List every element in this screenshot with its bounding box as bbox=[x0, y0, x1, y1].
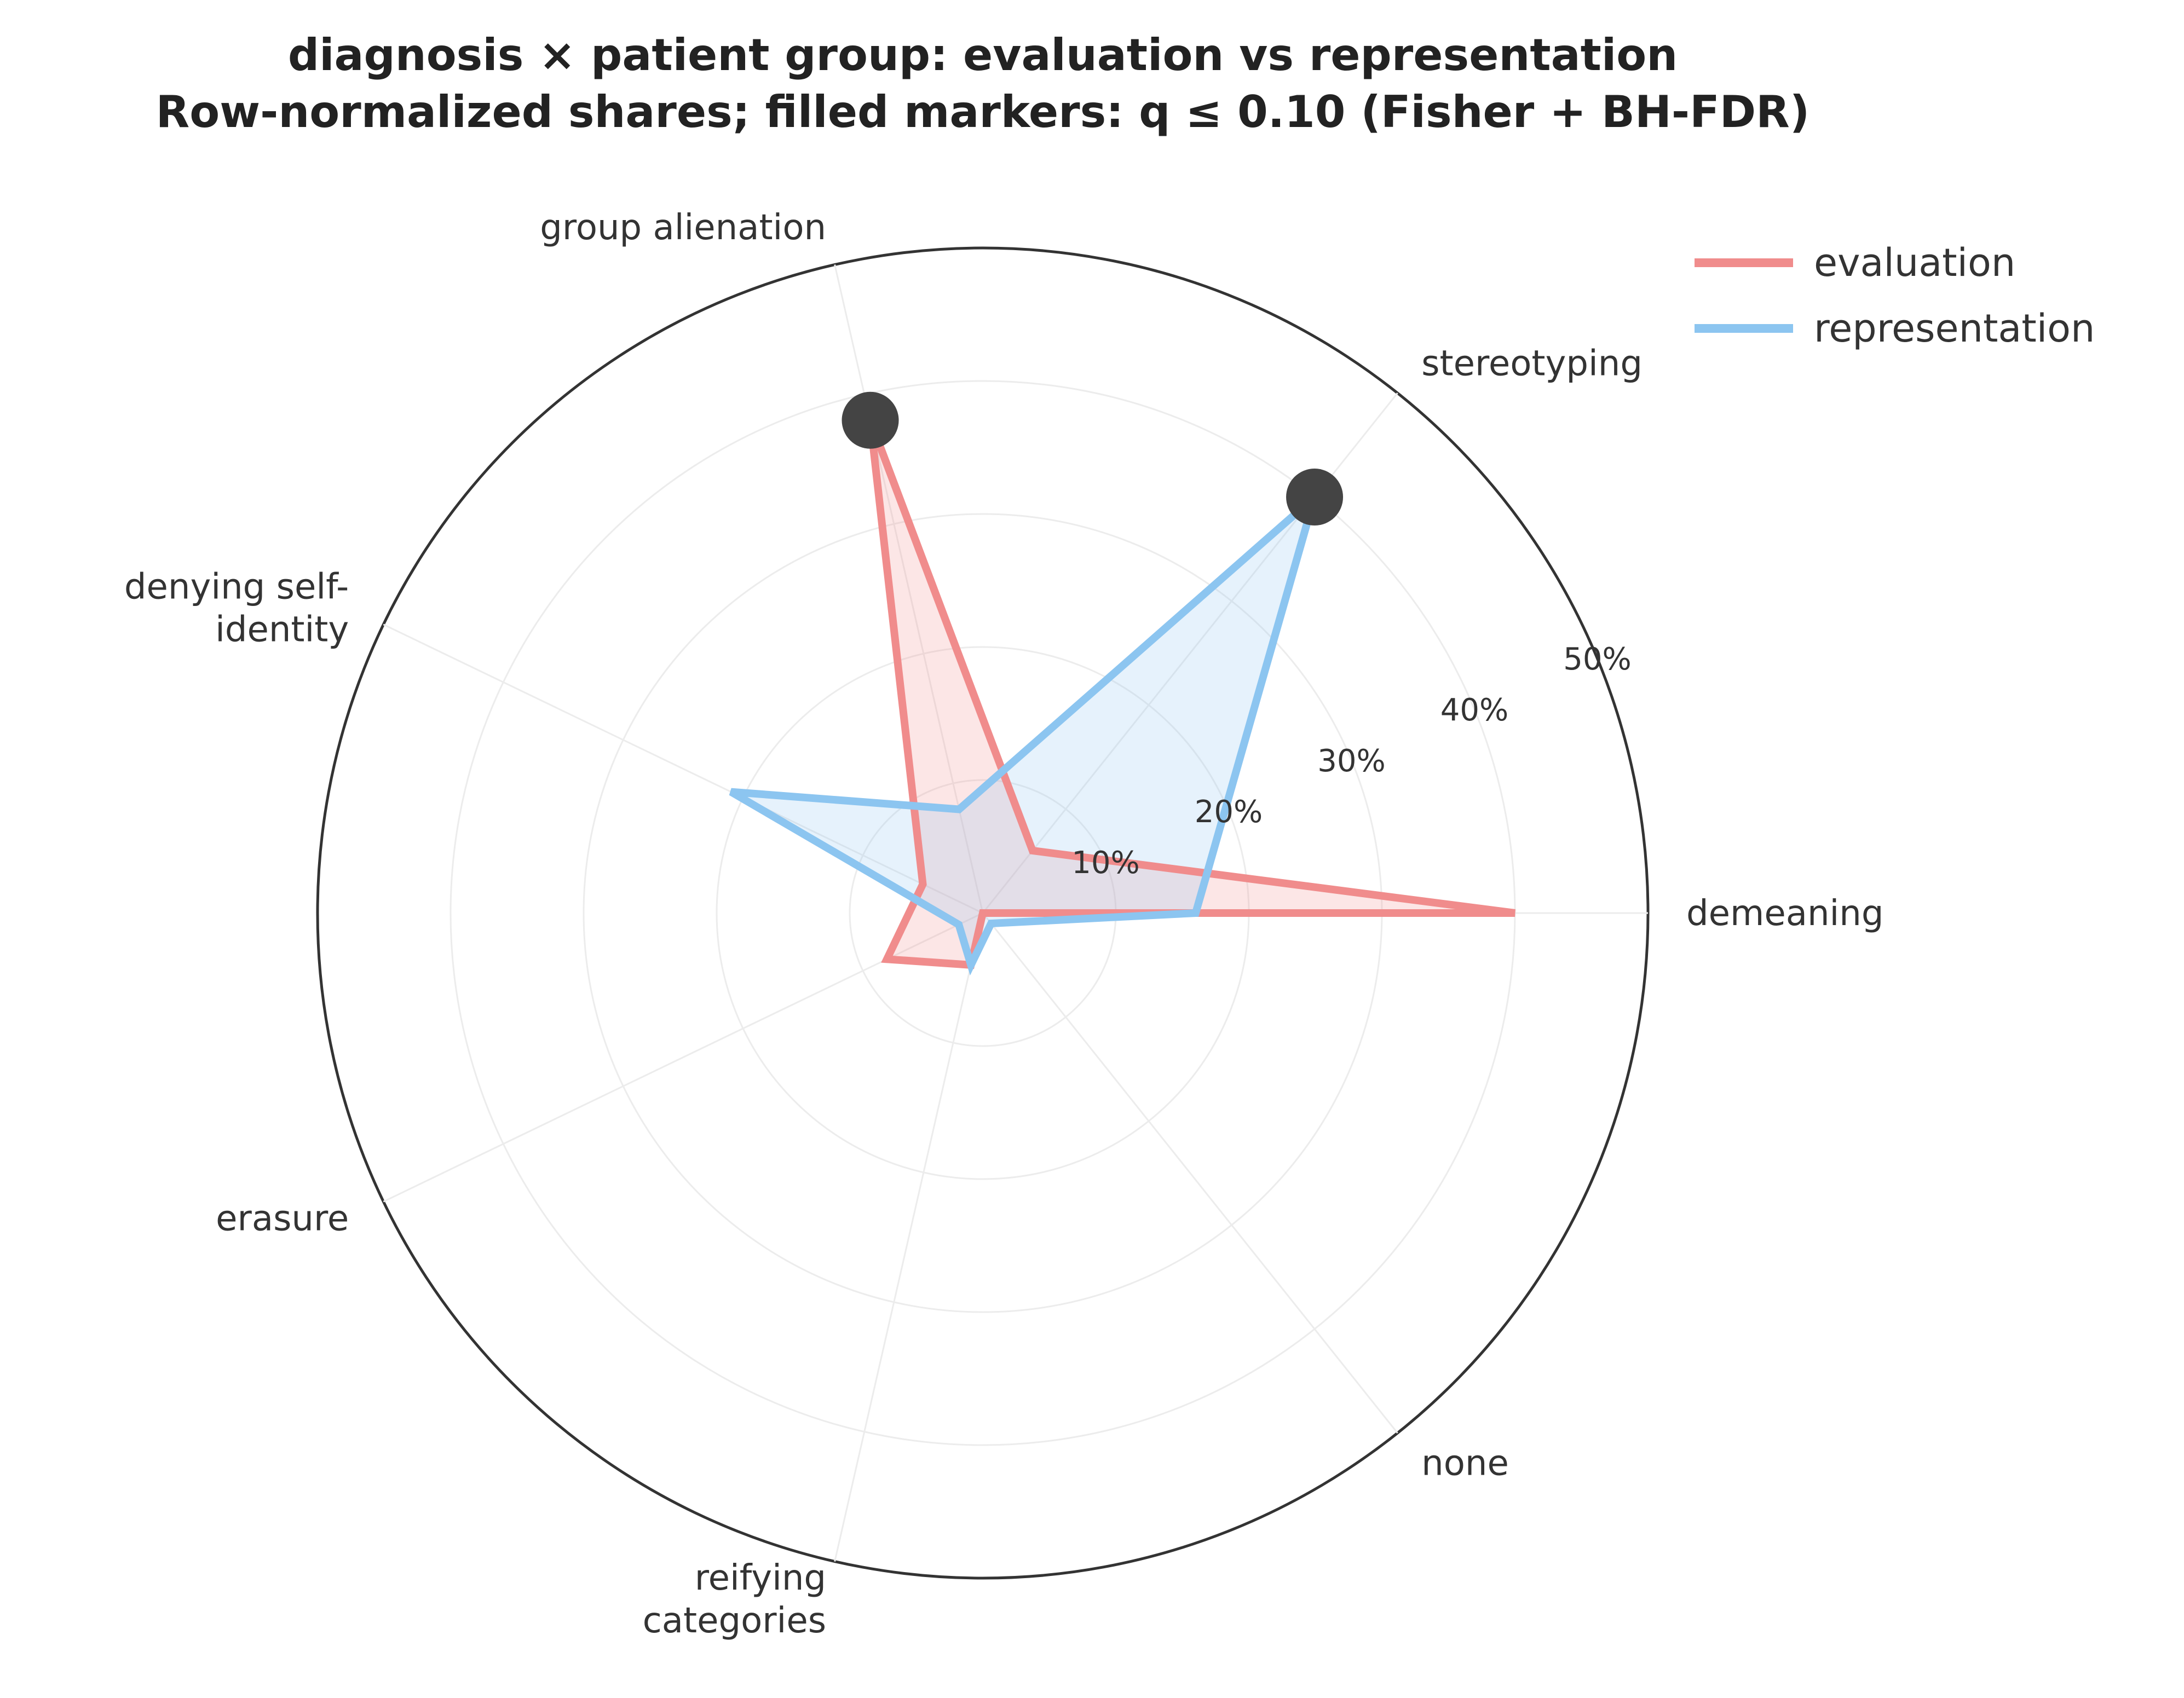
series-line-representation bbox=[729, 486, 1322, 975]
legend-label-evaluation: evaluation bbox=[1814, 240, 2015, 285]
significance-marker bbox=[1286, 469, 1344, 526]
legend-label-representation: representation bbox=[1814, 306, 2095, 351]
category-label: erasure bbox=[216, 1199, 349, 1239]
chart-title: diagnosis × patient group: evaluation vs… bbox=[156, 30, 1810, 137]
grid-spoke bbox=[834, 912, 984, 1562]
category-label: identity bbox=[215, 609, 349, 650]
grid-spoke bbox=[834, 264, 984, 914]
grid-spoke bbox=[982, 912, 1398, 1434]
category-label: reifying bbox=[695, 1558, 826, 1598]
category-label: none bbox=[1421, 1443, 1509, 1484]
category-labels: demeaning stereotyping group alienation den… bbox=[124, 207, 1884, 1641]
series-area-representation bbox=[731, 497, 1315, 965]
series-layer bbox=[729, 419, 1515, 975]
significance-markers bbox=[842, 391, 1344, 526]
grid-spoke bbox=[383, 623, 983, 914]
radial-tick-label: 10% bbox=[1071, 845, 1139, 881]
category-label: stereotyping bbox=[1421, 343, 1643, 384]
series-line-evaluation bbox=[866, 419, 1515, 969]
legend: evaluation representation bbox=[1695, 240, 2095, 351]
category-label: group alienation bbox=[540, 207, 826, 248]
title-line-2: Row-normalized shares; filled markers: q… bbox=[156, 86, 1810, 137]
title-line-1: diagnosis × patient group: evaluation vs… bbox=[288, 30, 1678, 80]
radial-tick-labels: 10% 20% 30% 40% 50% bbox=[1071, 642, 1631, 881]
significance-marker bbox=[842, 391, 899, 449]
category-label: categories bbox=[643, 1601, 826, 1641]
category-label: demeaning bbox=[1686, 893, 1883, 934]
radial-tick-label: 20% bbox=[1195, 794, 1263, 830]
category-label: denying self- bbox=[124, 567, 349, 607]
radial-tick-label: 40% bbox=[1440, 692, 1508, 728]
radial-tick-label: 30% bbox=[1317, 743, 1385, 779]
radial-tick-label: 50% bbox=[1563, 642, 1631, 677]
